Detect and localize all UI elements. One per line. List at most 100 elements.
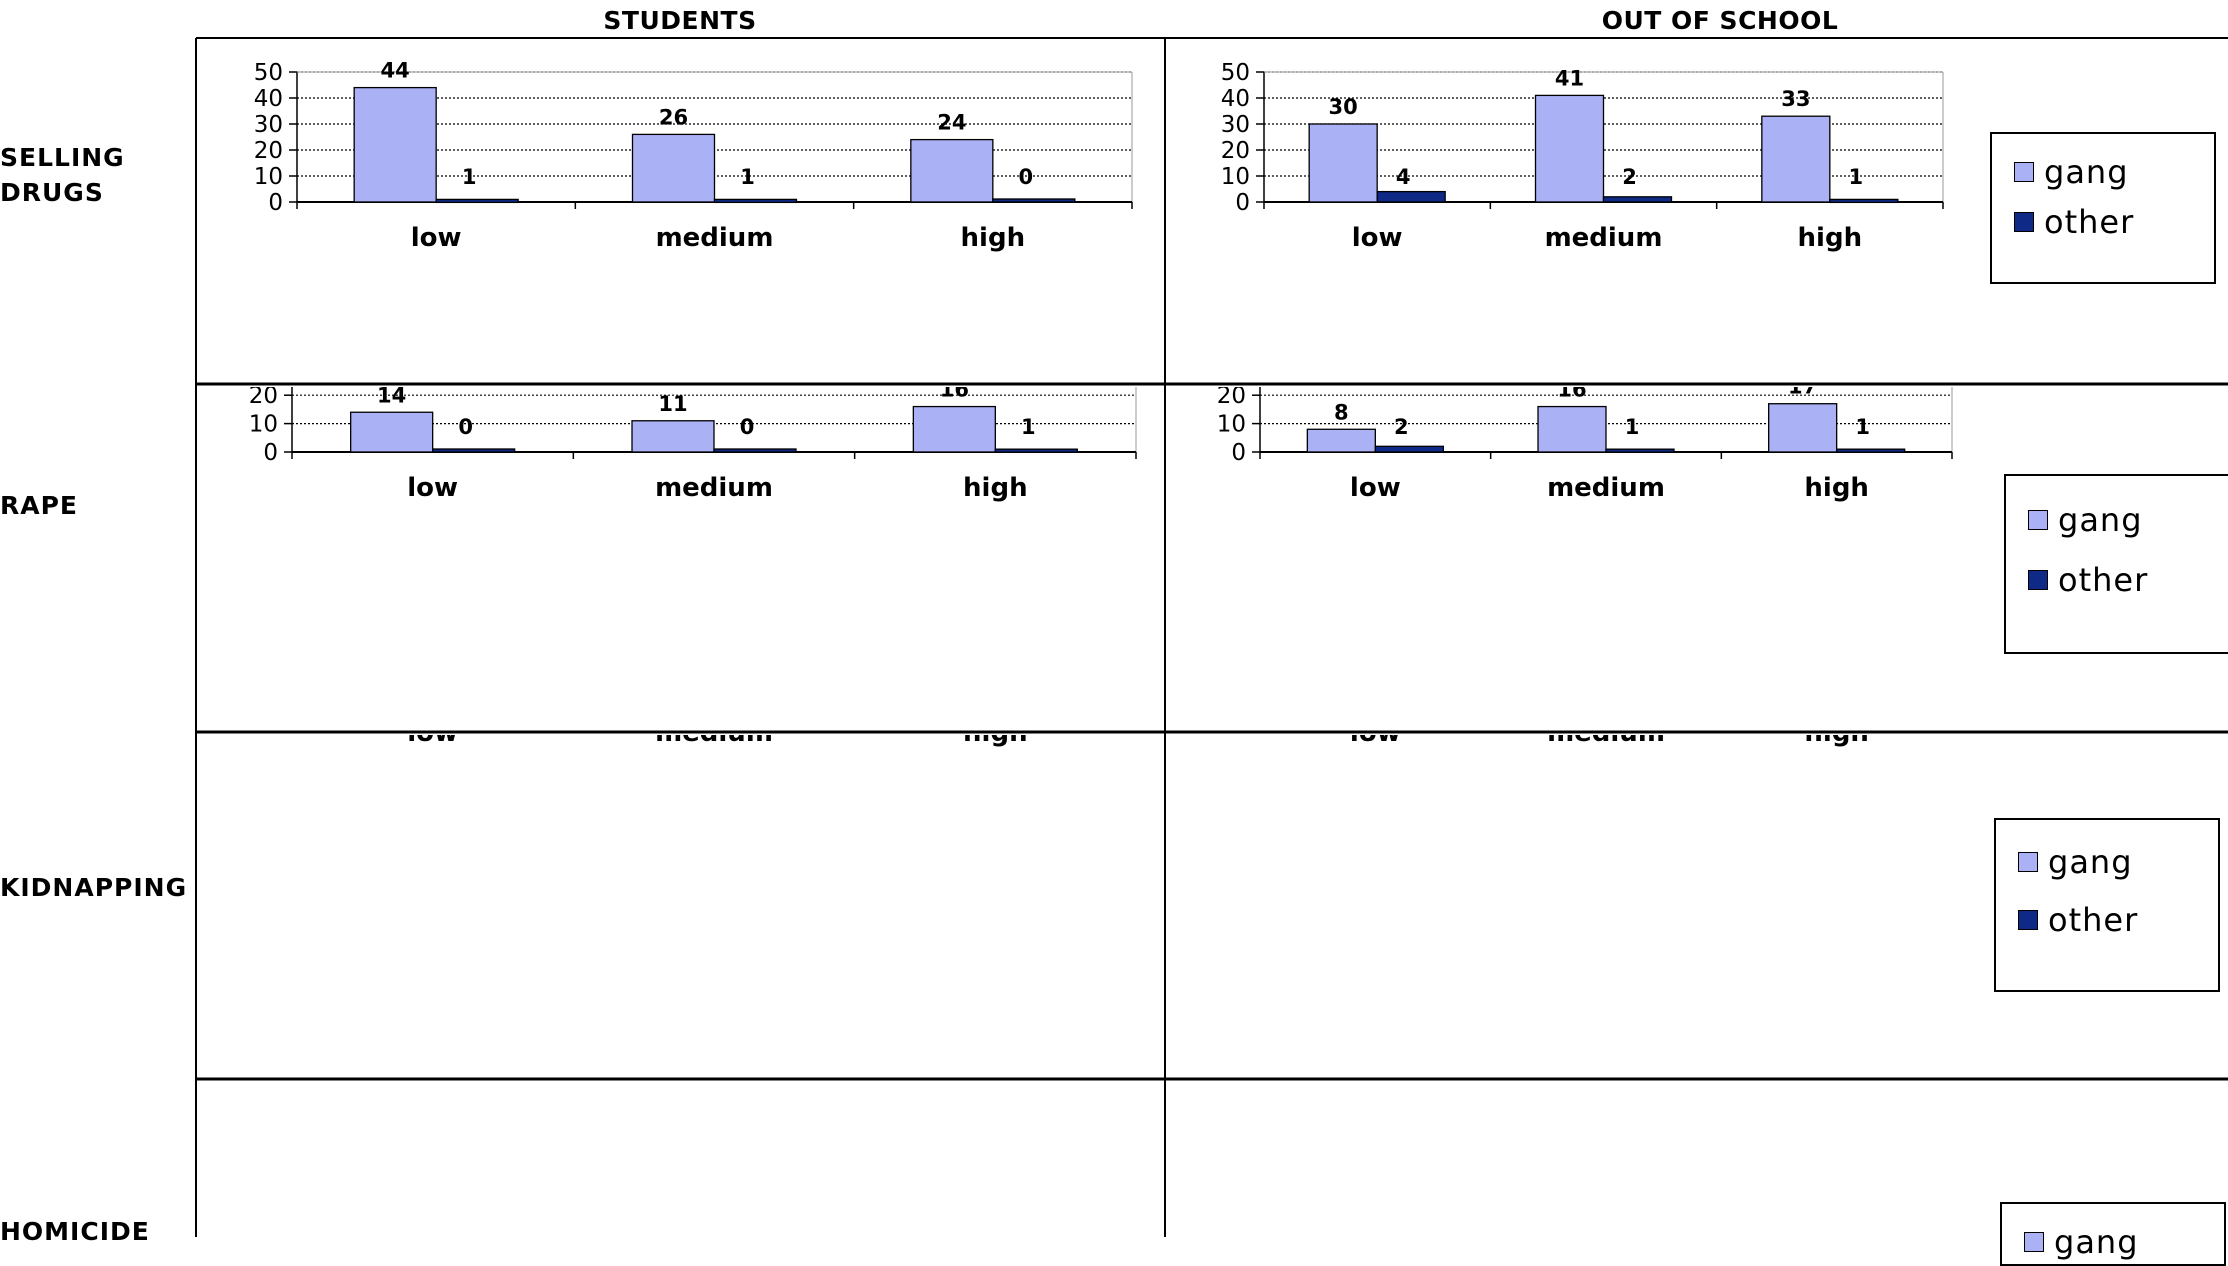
x-tick-label: high [1804, 473, 1869, 503]
chart-group: 01020304050lowmediumhigh51118000 [407, 735, 1028, 748]
bar-gang [631, 133, 716, 203]
column-header-students: STUDENTS [603, 6, 757, 35]
chart-rape-out-of-school: 01020304050lowmediumhigh81617211 [1217, 387, 1953, 503]
x-tick-label: high [961, 223, 1026, 253]
data-label: 17 [1788, 387, 1817, 399]
data-label: 11 [658, 392, 687, 416]
data-label: 2 [1622, 165, 1637, 189]
data-label: 30 [1329, 95, 1358, 119]
x-tick-label: high [963, 735, 1028, 748]
legend-selling-drugs: gang other [1990, 132, 2216, 284]
legend-label: gang [2058, 501, 2143, 539]
bar-gang [912, 405, 996, 453]
bar-gang [910, 138, 994, 203]
bar-gang [1768, 403, 1838, 453]
data-label: 16 [1557, 387, 1586, 402]
data-label: 0 [740, 415, 755, 439]
bar-gang [353, 86, 437, 203]
y-tick-label: 30 [1221, 112, 1250, 138]
legend-label: other [2044, 203, 2135, 241]
bar-other [994, 448, 1078, 453]
y-tick-label: 10 [1217, 412, 1246, 438]
y-tick-label: 0 [268, 190, 283, 216]
legend-label: gang [2048, 843, 2133, 881]
row-label-selling-drugs-line: DRUGS [0, 178, 104, 207]
dark-blue-square-icon [2028, 570, 2048, 590]
chart-kidnapping-out-of-school: 01020304050lowmediumhigh111115111 [1350, 735, 1869, 748]
legend-item-gang: gang [2024, 1223, 2139, 1261]
y-tick-label: 20 [1221, 138, 1250, 164]
y-tick-label: 10 [254, 164, 283, 190]
y-tick-label: 20 [1217, 387, 1246, 409]
dark-blue-square-icon [2014, 212, 2034, 232]
x-tick-label: low [1350, 735, 1401, 748]
row-label-selling-drugs-line1: SELLING DRUGS [0, 140, 125, 210]
legend-kidnapping: gang other [1994, 818, 2220, 992]
chart-kidnapping-students: 01020304050lowmediumhigh51118000 [407, 735, 1028, 748]
legend-label: other [2048, 901, 2139, 939]
legend-item-gang: gang [2014, 153, 2129, 191]
data-label: 4 [1396, 165, 1411, 189]
y-tick-label: 10 [249, 412, 278, 438]
legend-item-gang: gang [2028, 501, 2143, 539]
light-blue-square-icon [2024, 1232, 2044, 1252]
y-tick-label: 10 [1221, 164, 1250, 190]
dark-blue-square-icon [2018, 910, 2038, 930]
x-tick-label: medium [1547, 473, 1665, 503]
data-label: 2 [1394, 415, 1409, 439]
light-blue-square-icon [2014, 162, 2034, 182]
y-tick-label: 40 [1221, 86, 1250, 112]
data-label: 24 [937, 111, 966, 135]
chart-group: 01020304050lowmediumhigh141116001 [249, 387, 1137, 503]
legend-label: gang [2044, 153, 2129, 191]
x-tick-label: low [407, 473, 458, 503]
bar-gang [1537, 405, 1607, 453]
light-blue-square-icon [2018, 852, 2038, 872]
y-tick-label: 30 [254, 112, 283, 138]
bar-other [713, 448, 797, 453]
data-label: 44 [381, 59, 410, 83]
bar-gang [1308, 123, 1378, 203]
row-label-selling-drugs-line: SELLING [0, 143, 125, 172]
x-tick-label: medium [656, 223, 774, 253]
bar-other [1602, 196, 1673, 203]
data-label: 0 [458, 415, 473, 439]
y-tick-label: 0 [263, 440, 278, 466]
legend-label: gang [2054, 1223, 2139, 1261]
legend-item-gang: gang [2018, 843, 2133, 881]
bar-other [1376, 190, 1446, 203]
bar-gang [1534, 94, 1605, 203]
data-label: 14 [377, 387, 406, 407]
chart-group: 01020304050lowmediumhigh81617211 [1217, 387, 1953, 503]
y-tick-label: 40 [254, 86, 283, 112]
x-tick-label: high [1798, 223, 1863, 253]
y-tick-label: 20 [249, 387, 278, 409]
data-label: 33 [1781, 87, 1810, 111]
data-label: 1 [462, 165, 477, 189]
data-label: 1 [740, 165, 755, 189]
x-tick-label: medium [1545, 223, 1663, 253]
table-grid-lines [195, 37, 2228, 1237]
x-tick-label: low [411, 223, 462, 253]
y-tick-label: 0 [1231, 440, 1246, 466]
bar-gang [1761, 115, 1831, 203]
data-label: 16 [940, 387, 969, 402]
x-tick-label: high [1804, 735, 1869, 748]
legend-item-other: other [2014, 203, 2135, 241]
column-header-out-of-school: OUT OF SCHOOL [1601, 6, 1839, 35]
data-label: 1 [1021, 415, 1036, 439]
bar-other [435, 198, 519, 204]
y-tick-label: 50 [254, 60, 283, 86]
data-label: 0 [1019, 165, 1034, 189]
bar-gang [1306, 428, 1376, 453]
x-tick-label: medium [1547, 735, 1665, 748]
legend-rape: gang other [2004, 474, 2228, 654]
bar-other [713, 198, 798, 204]
bar-other [1829, 198, 1899, 204]
data-label: 1 [1855, 415, 1870, 439]
y-tick-label: 20 [254, 138, 283, 164]
x-tick-label: low [407, 735, 458, 748]
